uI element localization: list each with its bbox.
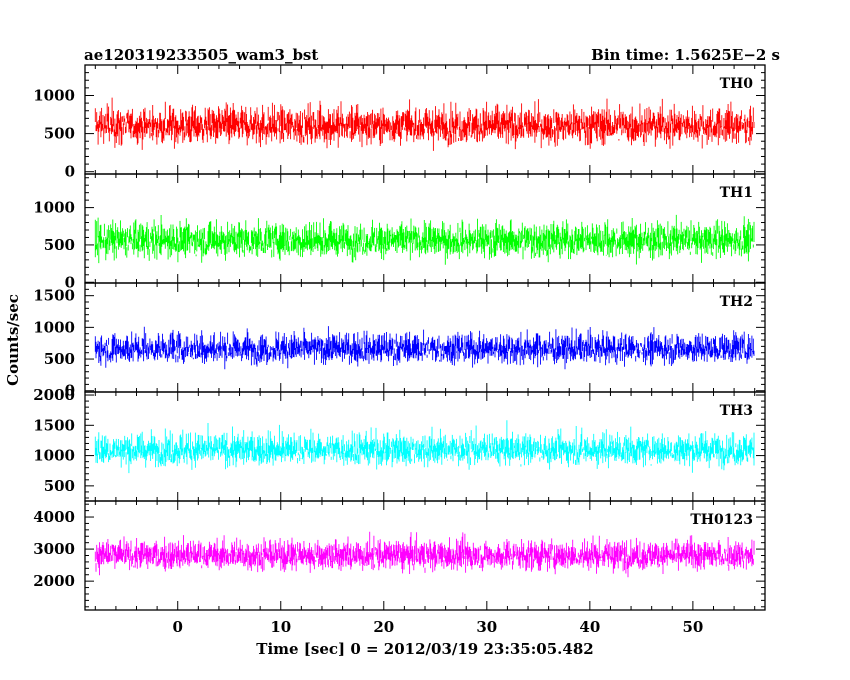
- y-axis-label: Counts/sec: [4, 294, 22, 386]
- panel-th0123: 2000 3000 4000 TH0123: [33, 500, 766, 611]
- y-tick-label: 0: [65, 382, 75, 400]
- x-tick-label: 40: [579, 618, 600, 636]
- series-label-th3: TH3: [720, 403, 753, 419]
- y-tick-label: 1500: [33, 416, 75, 434]
- y-tick-label: 0: [65, 273, 75, 291]
- y-tick-label: 1500: [33, 287, 75, 305]
- series-line-th0: [94, 97, 755, 151]
- x-tick-label: 20: [373, 618, 394, 636]
- y-tick-label: 1000: [33, 318, 75, 336]
- x-tick-label: 0: [173, 618, 183, 636]
- series-line-th0123: [94, 531, 755, 578]
- series-line-th1: [94, 214, 755, 265]
- y-tick-label: 500: [44, 236, 75, 254]
- panel-th1: 0 500 1000 TH1: [33, 173, 766, 291]
- y-tick-label: 500: [44, 125, 75, 143]
- y-tick-label: 1000: [33, 447, 75, 465]
- panel-th3: 500 1000 1500 2000 TH3: [33, 386, 766, 502]
- panel-th0: 0 500 1000 TH0: [33, 64, 766, 181]
- y-tick-label: 500: [44, 477, 75, 495]
- x-tick-label: 10: [270, 618, 291, 636]
- series-label-th1: TH1: [720, 185, 753, 201]
- x-tick-label: 50: [682, 618, 703, 636]
- x-tick-label: 30: [476, 618, 497, 636]
- y-tick-label: 1000: [33, 199, 75, 217]
- y-tick-label: 1000: [33, 86, 75, 104]
- series-label-th2: TH2: [720, 294, 753, 310]
- y-tick-label: 2000: [33, 386, 75, 404]
- chart-title-right: Bin time: 1.5625E−2 s: [591, 46, 780, 64]
- y-tick-label: 4000: [33, 508, 75, 526]
- chart-title-left: ae120319233505_wam3_bst: [84, 46, 318, 64]
- y-tick-label: 500: [44, 350, 75, 368]
- panel-frame: [84, 282, 766, 393]
- series-line-th2: [94, 326, 755, 370]
- series-label-th0: TH0: [720, 76, 754, 92]
- panel-th2: 0 500 1000 1500 TH2: [33, 282, 766, 400]
- y-tick-label: 0: [65, 163, 75, 181]
- y-tick-label: 3000: [33, 540, 75, 558]
- x-axis-label: Time [sec] 0 = 2012/03/19 23:35:05.482: [256, 640, 593, 658]
- series-line-th3: [94, 420, 755, 474]
- y-tick-label: 2000: [33, 572, 75, 590]
- series-label-th0123: TH0123: [690, 512, 753, 528]
